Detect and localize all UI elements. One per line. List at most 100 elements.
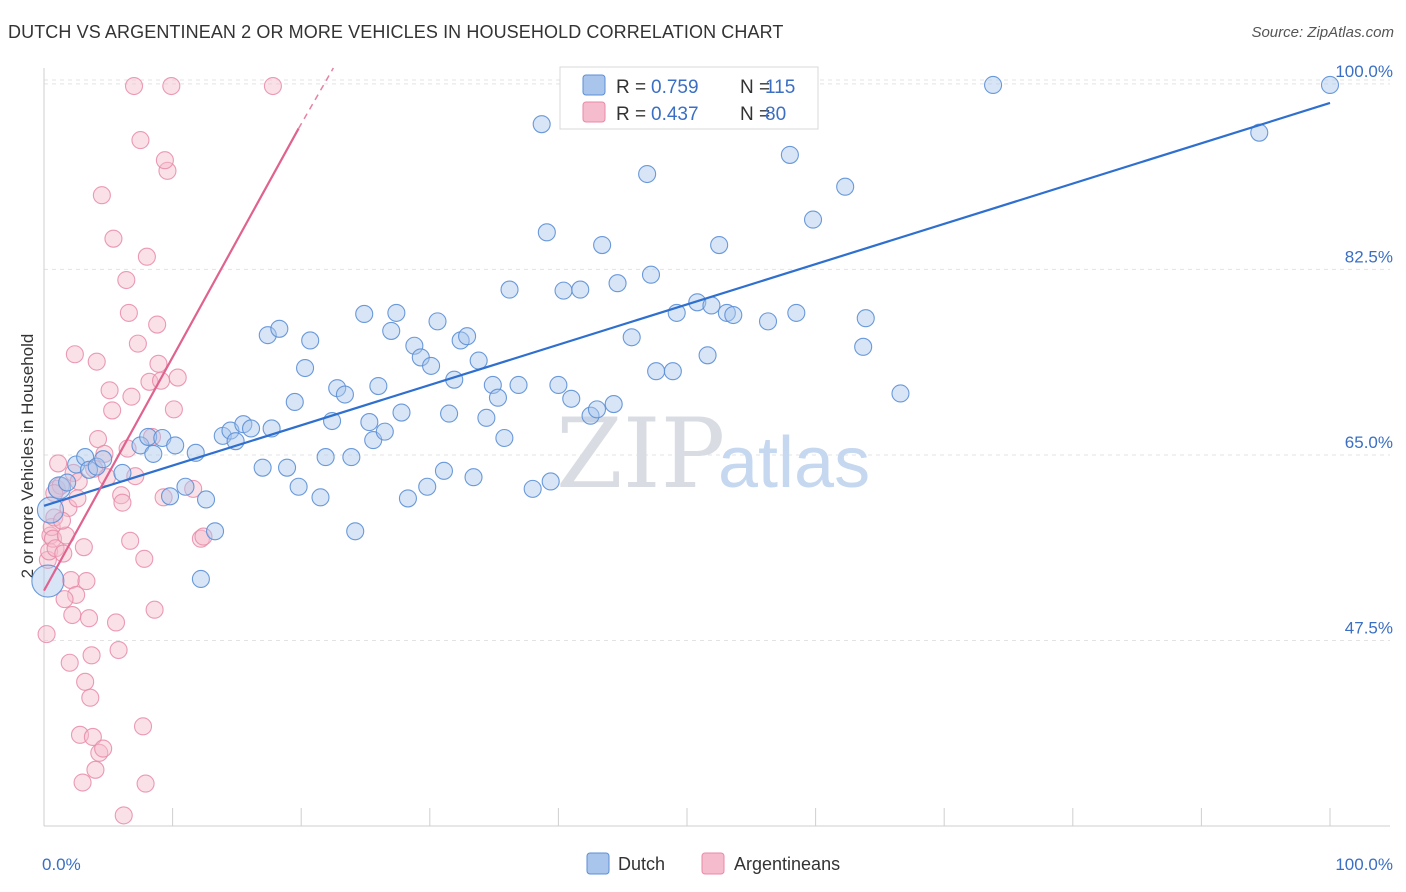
argentineans-point: [100, 381, 119, 400]
dutch-points: [31, 75, 1340, 598]
dutch-point: [638, 164, 657, 184]
argentineans-point: [121, 531, 140, 550]
dutch-point: [205, 522, 225, 541]
argentineans-point: [87, 352, 106, 371]
dutch-point: [647, 362, 666, 381]
bottom-legend-swatch-argentineans: [701, 852, 725, 875]
dutch-point: [532, 115, 551, 134]
dutch-point: [710, 235, 729, 255]
argentineans-point: [113, 493, 132, 512]
dutch-point: [724, 305, 743, 325]
argentineans-point: [124, 76, 144, 96]
bottom-legend-label-dutch: Dutch: [618, 854, 665, 874]
dutch-point: [176, 477, 195, 496]
x-tick-label: 0.0%: [42, 855, 81, 874]
argentineans-point: [168, 368, 187, 387]
dutch-point: [360, 413, 379, 432]
dutch-point: [94, 450, 113, 469]
argentineans-point: [77, 572, 96, 591]
dutch-point: [523, 479, 542, 498]
dutch-point: [36, 496, 64, 524]
argentineans-point: [135, 549, 154, 568]
dutch-point: [382, 321, 401, 340]
dutch-point: [488, 388, 508, 407]
dutch-point: [392, 403, 411, 422]
y-tick-label: 100.0%: [1335, 62, 1393, 81]
dutch-point: [160, 487, 180, 506]
x-tick-label: 100.0%: [1335, 855, 1393, 874]
argentineans-point: [122, 387, 141, 406]
argentineans-point: [94, 739, 113, 758]
dutch-point: [854, 337, 873, 356]
dutch-point: [780, 145, 799, 164]
dutch-point: [311, 488, 330, 507]
dutch-point: [31, 564, 65, 598]
dutch-point: [549, 375, 568, 395]
argentineans-point: [73, 773, 92, 792]
dutch-point: [541, 472, 560, 491]
argentineans-points: [37, 76, 282, 825]
dutch-point: [196, 490, 216, 509]
dutch-point: [191, 569, 210, 589]
argentineans-point: [103, 401, 122, 420]
dutch-point: [495, 428, 514, 448]
dutch-point: [891, 384, 910, 403]
argentineans-point: [65, 345, 84, 364]
dutch-point: [477, 408, 496, 427]
dutch-point: [1320, 75, 1340, 95]
dutch-point: [47, 476, 71, 500]
dutch-point: [422, 356, 441, 375]
dutch-point: [537, 223, 556, 242]
argentineans-point: [82, 646, 101, 665]
y-tick-label: 65.0%: [1345, 433, 1393, 452]
watermark: ZIP atlas: [556, 398, 870, 510]
y-axis-label: 2 or more Vehicles in Household: [18, 334, 37, 579]
argentineans-point: [81, 688, 100, 707]
trend-lines: [43, 67, 1331, 592]
legend-n-label-argentineans: N =: [740, 104, 770, 125]
dutch-point: [296, 358, 315, 378]
dutch-point: [587, 400, 607, 419]
dutch-point: [571, 280, 590, 299]
argentineans-point: [114, 806, 133, 825]
argentineans-point: [164, 400, 183, 419]
dutch-point: [562, 389, 581, 408]
dutch-point: [346, 522, 365, 541]
argentineans-point: [60, 653, 79, 672]
dutch-point: [803, 210, 823, 229]
dutch-point: [241, 419, 261, 438]
argentineans-point: [106, 613, 126, 632]
argentineans-point: [137, 247, 156, 266]
dutch-point: [375, 422, 394, 441]
legend-swatch-argentineans: [582, 101, 606, 123]
dutch-point: [418, 477, 437, 496]
argentineans-point: [67, 585, 86, 604]
argentineans-point: [136, 774, 155, 793]
dutch-point: [166, 436, 185, 455]
y-tick-label: 82.5%: [1345, 247, 1393, 266]
argentineans-point: [109, 640, 128, 660]
argentineans-point: [154, 488, 173, 507]
argentineans-point: [155, 151, 174, 170]
y-tick-label: 47.5%: [1345, 618, 1393, 637]
argentineans-point: [128, 334, 147, 353]
argentineans-point: [149, 354, 168, 373]
argentineans-trend-line: [43, 127, 300, 592]
argentineans-point: [49, 454, 68, 473]
legend-n-value-dutch: 115: [765, 77, 795, 98]
argentineans-point: [37, 625, 56, 644]
argentineans-point: [55, 590, 74, 609]
dutch-point: [458, 327, 477, 346]
argentineans-point: [194, 527, 213, 546]
dutch-point: [285, 392, 304, 411]
dutch-point: [434, 461, 453, 480]
dutch-point: [301, 331, 320, 350]
dutch-point: [698, 346, 717, 365]
source-label: Source: ZipAtlas.com: [1251, 24, 1394, 41]
legend-swatch-dutch: [582, 74, 606, 96]
dutch-point: [398, 489, 417, 508]
dutch-point: [270, 319, 289, 338]
argentineans-point: [263, 76, 282, 96]
argentineans-point: [63, 605, 82, 625]
